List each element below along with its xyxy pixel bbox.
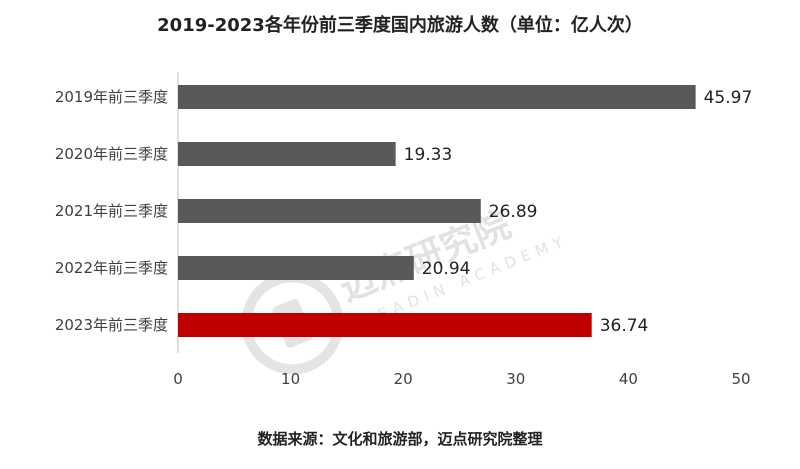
x-axis-ticks: 0 10 20 30 40 50	[173, 370, 750, 388]
x-tick-label-2: 20	[394, 370, 413, 388]
x-tick-label-5: 50	[731, 370, 750, 388]
category-labels: 2019年前三季度 2020年前三季度 2021年前三季度 2022年前三季度 2023…	[55, 88, 168, 334]
bar-4	[178, 313, 592, 337]
category-label-3: 2022年前三季度	[55, 259, 168, 277]
category-label-1: 2020年前三季度	[55, 145, 168, 163]
bar-3	[178, 256, 414, 280]
category-label-2: 2021年前三季度	[55, 202, 168, 220]
value-labels: 45.97 19.33 26.89 20.94 36.74	[404, 88, 753, 336]
x-tick-label-1: 10	[281, 370, 300, 388]
category-label-4: 2023年前三季度	[55, 316, 168, 334]
value-label-3: 20.94	[422, 259, 471, 279]
source-note: 数据来源：文化和旅游部，迈点研究院整理	[257, 430, 542, 448]
bar-2	[178, 199, 481, 223]
bar-0	[178, 85, 696, 109]
category-label-0: 2019年前三季度	[55, 88, 168, 106]
bars-group	[178, 85, 696, 337]
value-label-2: 26.89	[489, 202, 538, 222]
x-tick-label-4: 40	[619, 370, 638, 388]
x-tick-label-3: 30	[506, 370, 525, 388]
value-label-0: 45.97	[704, 88, 753, 108]
chart-title: 2019-2023各年份前三季度国内旅游人数（单位：亿人次）	[157, 14, 643, 36]
x-tick-label-0: 0	[173, 370, 183, 388]
value-label-4: 36.74	[600, 316, 649, 336]
bar-1	[178, 142, 396, 166]
value-label-1: 19.33	[404, 145, 453, 165]
